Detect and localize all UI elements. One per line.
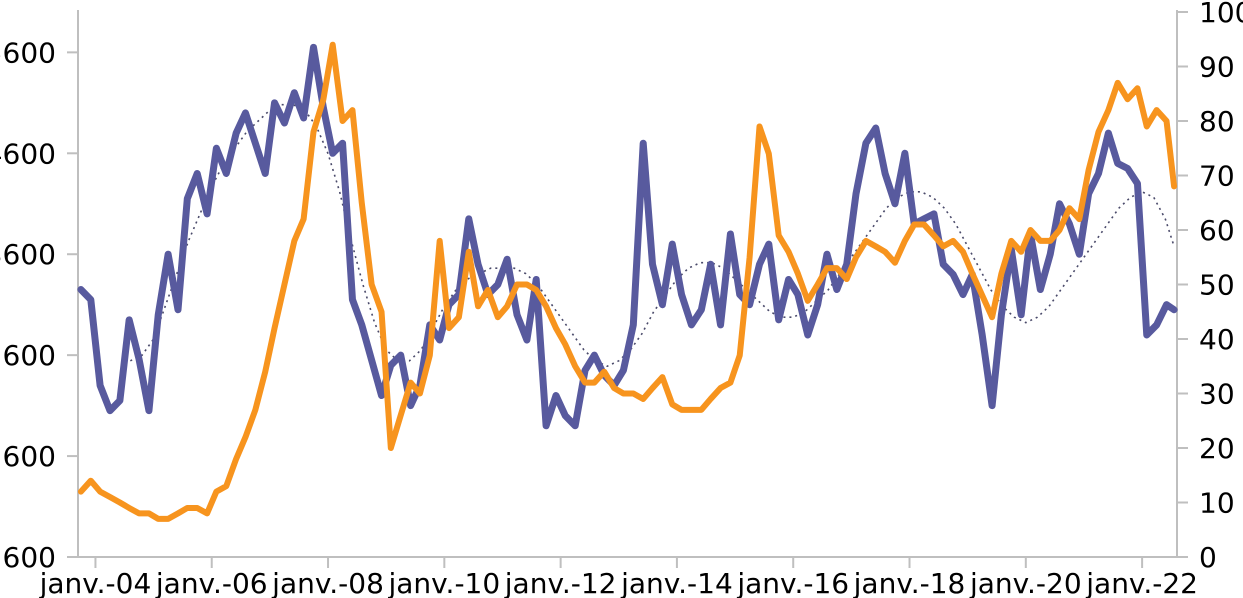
y-axis-left-tick-label: 4600 [0, 137, 56, 170]
series-group [77, 41, 1178, 522]
x-axis: janv.-04 janv.-06 janv.-08 janv.-10 janv.-12… [39, 556, 1198, 598]
x-axis-tick-label: janv.-04 [39, 567, 152, 598]
y-axis-right-tick-label: 50 [1199, 269, 1235, 302]
y-axis-left-tick-label: 1600 [0, 440, 56, 473]
series-primary-purple-series [77, 43, 1178, 430]
x-axis-tick-label: janv.-18 [853, 567, 966, 598]
y-axis-right-tick-label: 40 [1199, 323, 1235, 356]
y-axis-right-tick-label: 0 [1199, 541, 1217, 574]
y-axis-right-tick-label: 100 [1199, 0, 1243, 29]
y-axis-right-tick-label: 70 [1199, 160, 1235, 193]
x-axis-tick-label: janv.-20 [969, 567, 1082, 598]
y-axis-left-tick-label: 2600 [0, 339, 56, 372]
y-axis-right-tick-label: 90 [1199, 51, 1235, 84]
x-axis-tick-label: janv.-22 [1085, 567, 1198, 598]
x-axis-tick-label: janv.-10 [387, 567, 500, 598]
y-axis-left: 600 1600 2600 3600 4600 5600 [0, 10, 79, 574]
x-axis-tick-label: janv.-16 [736, 567, 849, 598]
y-axis-right-tick-label: 80 [1199, 105, 1235, 138]
y-axis-right-tick-label: 30 [1199, 378, 1235, 411]
y-axis-right-tick-label: 20 [1199, 432, 1235, 465]
y-axis-right-tick-label: 10 [1199, 487, 1235, 520]
y-axis-left-tick-label: 3600 [0, 238, 56, 271]
y-axis-right-tick-label: 60 [1199, 214, 1235, 247]
series-secondary-orange-series [77, 41, 1178, 522]
y-axis-left-tick-label: 600 [3, 541, 56, 574]
x-axis-tick-label: janv.-08 [271, 567, 384, 598]
x-axis-tick-label: janv.-06 [155, 567, 268, 598]
x-axis-tick-label: janv.-14 [620, 567, 733, 598]
x-axis-tick-label: janv.-12 [504, 567, 617, 598]
y-axis-right: 0 10 20 30 40 50 60 70 80 90 100 [1176, 0, 1243, 574]
y-axis-left-tick-label: 5600 [0, 36, 56, 69]
